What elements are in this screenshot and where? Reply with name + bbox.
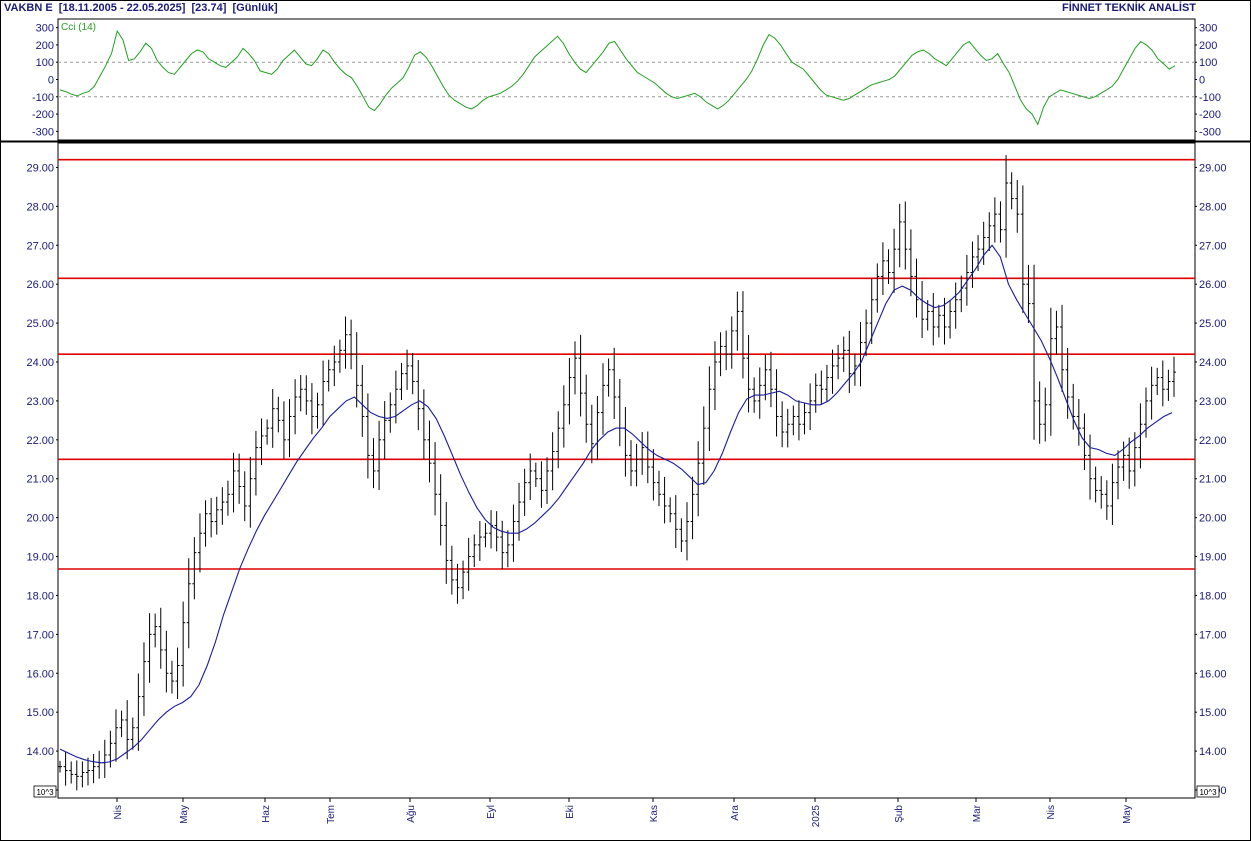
- support-resistance-lines: [58, 158, 1195, 570]
- price-tick-label: 18.00: [26, 590, 54, 602]
- price-tick-label: 15.00: [26, 707, 54, 719]
- month-label: Nis: [1046, 805, 1057, 819]
- month-label: Ağu: [406, 805, 417, 823]
- price-tick-label: 25.00: [1199, 318, 1227, 330]
- price-tick-label: 27.00: [26, 240, 54, 252]
- month-label: May: [179, 805, 190, 824]
- price-tick-label: 27.00: [1199, 240, 1227, 252]
- cci-axis-ticks: 300 300 200 200 100 100 0 0 -100 -100 -200 -200 -300…: [32, 22, 1221, 138]
- price-tick-label: 29.00: [26, 162, 54, 174]
- cci-tick-label: 200: [36, 40, 54, 52]
- price-tick-label: 26.00: [26, 279, 54, 291]
- month-label: 2025: [811, 805, 822, 828]
- price-tick-label: 19.00: [26, 552, 54, 564]
- cci-frame: [57, 18, 1196, 141]
- month-label: Tem: [326, 805, 337, 824]
- price-tick-label: 14.00: [26, 746, 54, 758]
- cci-label: Cci (14): [61, 22, 96, 33]
- price-frame: [57, 142, 1196, 799]
- cci-tick-label: 0: [1199, 75, 1205, 87]
- moving-average-series: [59, 244, 1173, 764]
- price-tick-label: 19.00: [1199, 552, 1227, 564]
- price-tick-label: 23.00: [26, 396, 54, 408]
- price-tick-label: 16.00: [26, 668, 54, 680]
- price-tick-label: 20.00: [26, 513, 54, 525]
- price-tick-label: 15.00: [1199, 707, 1227, 719]
- cci-tick-label: -100: [32, 92, 54, 104]
- price-tick-label: 17.00: [1199, 629, 1227, 641]
- multiplier-box: [33, 785, 57, 798]
- month-label: Haz: [261, 805, 272, 823]
- cci-tick-label: 100: [1199, 57, 1217, 69]
- cci-tick-label: -200: [32, 109, 54, 121]
- price-tick-label: 16.00: [1199, 668, 1227, 680]
- multiplier-box: [1196, 785, 1220, 798]
- price-tick-label: 22.00: [1199, 435, 1227, 447]
- moving-average-line: [59, 244, 1173, 764]
- price-tick-label: 21.00: [1199, 474, 1227, 486]
- chart-title: VAKBN E [18.11.2005 - 22.05.2025] [23.74…: [4, 2, 278, 14]
- price-axis-ticks: 29.00 29.00 28.00 28.00 27.00 27.00 26.00 26.00…: [26, 162, 1227, 798]
- multiplier-label: 10^3: [1199, 788, 1217, 797]
- price-tick-label: 18.00: [1199, 590, 1227, 602]
- price-tick-label: 29.00: [1199, 162, 1227, 174]
- month-label: Nis: [113, 805, 124, 819]
- cci-tick-label: -200: [1199, 109, 1221, 121]
- price-tick-label: 14.00: [1199, 746, 1227, 758]
- price-tick-label: 17.00: [26, 629, 54, 641]
- price-tick-label: 26.00: [1199, 279, 1227, 291]
- price-tick-label: 22.00: [26, 435, 54, 447]
- cci-panel: [57, 18, 1196, 141]
- price-tick-label: 28.00: [26, 201, 54, 213]
- cci-series: [59, 29, 1176, 126]
- price-tick-label: 25.00: [26, 318, 54, 330]
- cci-tick-label: 100: [36, 57, 54, 69]
- cci-tick-label: -100: [1199, 92, 1221, 104]
- month-label: Eki: [565, 805, 576, 819]
- cci-tick-label: 300: [36, 23, 54, 35]
- cci-line: [59, 29, 1176, 126]
- cci-tick-label: -300: [1199, 126, 1221, 138]
- price-tick-label: 23.00: [1199, 396, 1227, 408]
- month-axis: Nis May Haz Tem Ağu Eyl Eki Kas Ara 2025 Şub Mar Nis…: [113, 798, 1133, 827]
- multiplier-label: 10^3: [36, 788, 54, 797]
- price-tick-label: 20.00: [1199, 513, 1227, 525]
- price-tick-label: 24.00: [1199, 357, 1227, 369]
- month-label: Şub: [894, 805, 905, 823]
- month-label: Mar: [972, 804, 983, 822]
- month-label: May: [1122, 805, 1133, 824]
- month-label: Ara: [730, 805, 741, 821]
- month-label: Eyl: [486, 805, 497, 819]
- cci-tick-label: 0: [48, 75, 54, 87]
- price-tick-label: 28.00: [1199, 201, 1227, 213]
- month-label: Kas: [649, 805, 660, 822]
- brand-label: FİNNET TEKNİK ANALİST: [1061, 2, 1196, 14]
- cci-tick-label: 200: [1199, 40, 1217, 52]
- cci-tick-label: 300: [1199, 23, 1217, 35]
- price-tick-label: 21.00: [26, 474, 54, 486]
- cci-tick-label: -300: [32, 126, 54, 138]
- price-tick-label: 24.00: [26, 357, 54, 369]
